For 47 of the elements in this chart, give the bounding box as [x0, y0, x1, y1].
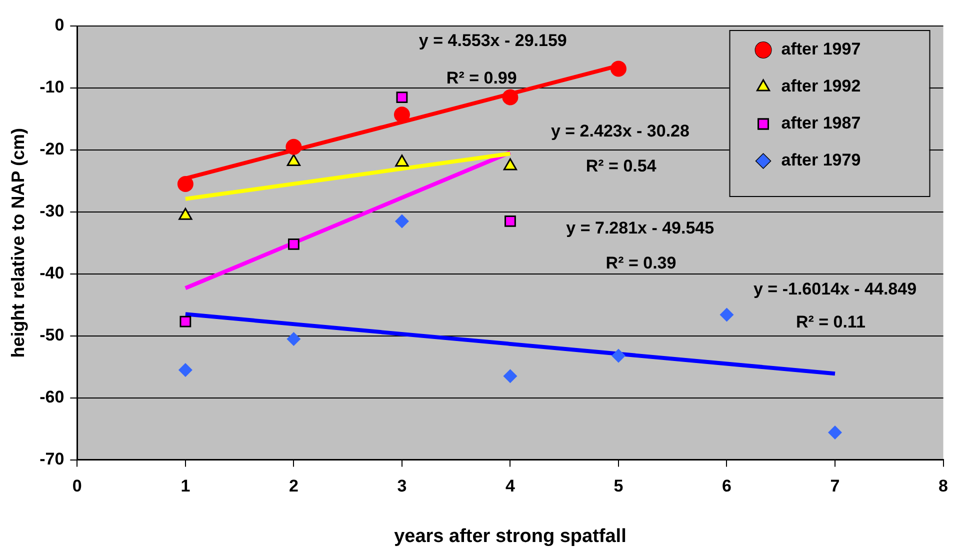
x-axis-title: years after strong spatfall	[394, 526, 626, 547]
y-tick-label: -60	[40, 388, 64, 407]
point	[396, 92, 408, 103]
x-tick-label: 3	[397, 476, 407, 496]
y-tick-label: -30	[40, 202, 64, 221]
annotation: y = -1.6014x - 44.849	[753, 279, 917, 298]
point	[180, 316, 192, 328]
point	[394, 106, 410, 123]
point	[178, 362, 192, 377]
y-axis-title: height relative to NAP (cm)	[8, 128, 28, 358]
legend-label: after 1979	[781, 150, 861, 170]
annotation: y = 7.281x - 49.545	[566, 218, 714, 238]
point	[502, 89, 518, 106]
annotation: R² = 0.39	[606, 253, 676, 272]
y-tick-label: 0	[54, 16, 64, 35]
annotation: y = 4.553x - 29.159	[418, 30, 567, 50]
y-tick-label: -70	[40, 449, 64, 468]
y-tick-label: -20	[40, 140, 64, 159]
x-tick-label: 5	[614, 476, 624, 496]
legend-label: after 1992	[781, 76, 861, 96]
point	[286, 138, 302, 155]
x-tick-label: 6	[722, 476, 732, 496]
x-tick-label: 4	[505, 476, 516, 496]
point	[286, 332, 301, 346]
point	[720, 308, 734, 322]
point	[394, 214, 409, 228]
y-tick-label: -50	[40, 326, 64, 345]
y-tick-label: -40	[40, 264, 64, 283]
point	[828, 426, 842, 440]
point	[288, 238, 300, 250]
annotation: R² = 0.99	[446, 68, 517, 88]
annotation: R² = 0.54	[586, 156, 657, 176]
point	[610, 60, 626, 77]
point	[503, 369, 518, 384]
x-tick-label: 7	[830, 476, 840, 496]
point	[611, 348, 626, 363]
y-tick-label: -10	[40, 78, 64, 97]
point	[177, 176, 194, 192]
legend-label: after 1987	[781, 114, 861, 133]
x-tick-label: 2	[288, 476, 298, 496]
point	[504, 216, 516, 227]
annotation: y = 2.423x - 30.28	[550, 122, 690, 141]
x-tick-label: 1	[180, 476, 190, 496]
legend-label: after 1997	[781, 40, 861, 59]
x-tick-label: 0	[72, 476, 82, 496]
x-tick-label: 8	[938, 476, 948, 496]
annotation: R² = 0.11	[796, 312, 866, 332]
